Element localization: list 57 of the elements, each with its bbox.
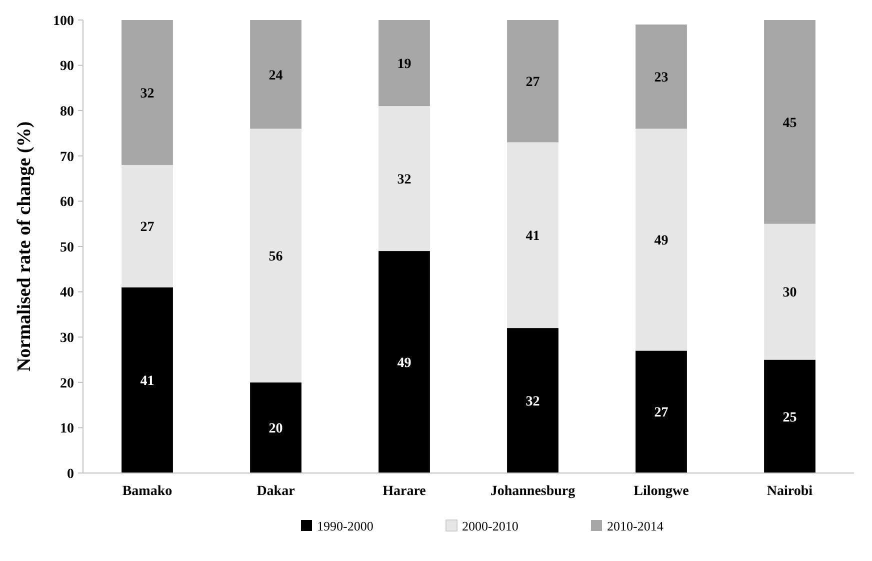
bar	[378, 106, 430, 252]
data-label: 32	[140, 86, 154, 102]
data-label: 27	[654, 406, 668, 421]
y-tick-label: 20	[60, 376, 74, 392]
y-tick-label: 40	[60, 286, 74, 301]
data-label: 23	[654, 70, 668, 86]
y-axis-title: Normalised rate of change (%)	[14, 121, 35, 372]
bar	[122, 20, 173, 165]
x-tick-label: Nairobi	[766, 484, 813, 499]
y-tick-label: 50	[60, 240, 74, 256]
data-label: 41	[140, 374, 154, 390]
legend-label: 2000-2010	[462, 518, 518, 534]
y-tick-label: 10	[60, 422, 74, 437]
data-label: 41	[526, 229, 540, 244]
data-label: 56	[268, 249, 283, 264]
data-label: 30	[782, 286, 797, 301]
bar	[378, 251, 430, 473]
y-tick-label: 0	[67, 466, 74, 482]
data-label: 49	[654, 234, 668, 249]
bar	[122, 164, 173, 288]
data-label: 19	[397, 56, 412, 72]
x-tick-label: Harare	[382, 484, 426, 499]
bar	[764, 20, 816, 224]
x-tick-label: Dakar	[256, 484, 295, 499]
data-label: 27	[526, 75, 540, 90]
legend-label: 1990-2000	[317, 518, 374, 534]
y-tick-label: 30	[60, 331, 74, 346]
bar	[250, 128, 302, 382]
data-label: 45	[782, 116, 797, 131]
data-label: 32	[526, 394, 540, 410]
y-tick-label: 60	[60, 195, 74, 210]
bar	[636, 24, 687, 129]
bar	[764, 360, 816, 473]
bar	[507, 142, 558, 328]
data-label: 32	[397, 172, 412, 188]
data-label: 49	[397, 356, 412, 371]
bar	[507, 328, 558, 473]
y-tick-label: 90	[60, 59, 74, 74]
x-tick-label: Bamako	[122, 484, 172, 499]
y-tick-label: 80	[60, 104, 74, 120]
bar	[122, 287, 173, 473]
data-label: 25	[782, 410, 797, 426]
bar	[764, 224, 816, 360]
bar	[636, 350, 687, 473]
bar	[507, 20, 558, 142]
x-tick-label: Lilongwe	[634, 484, 689, 499]
legend-label: 2010-2014	[607, 518, 664, 534]
bar	[378, 20, 430, 106]
data-label: 20	[268, 422, 283, 437]
data-label: 27	[140, 220, 154, 236]
bar	[250, 382, 302, 473]
x-tick-label: Johannesburg	[490, 484, 576, 499]
y-tick-label: 70	[60, 150, 74, 165]
y-tick-label: 100	[53, 14, 74, 29]
bar	[250, 20, 302, 129]
bar	[636, 128, 687, 351]
data-label: 24	[268, 68, 283, 84]
